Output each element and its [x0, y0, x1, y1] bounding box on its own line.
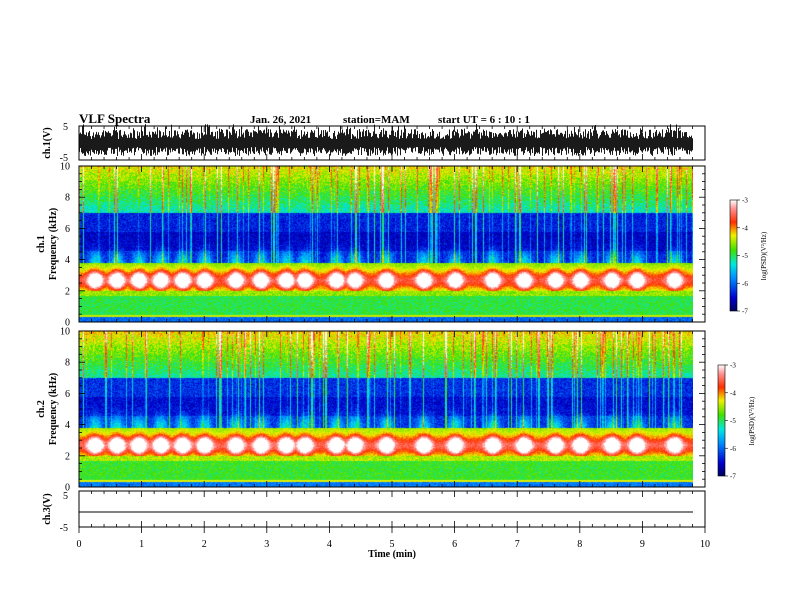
ch1-waveform-line: [79, 124, 693, 156]
colorbar-tick-label: -3: [730, 362, 736, 370]
frequency-tick-label: 6: [65, 389, 70, 400]
figure-title: VLF Spectra: [79, 111, 151, 126]
ch1-colorbar-ticks: -3 -4 -5 -6 -7: [737, 197, 748, 316]
ch2-colorbar: [717, 364, 726, 477]
ch1-waveform-ylabel: ch.1(V): [42, 127, 53, 158]
ch2-colorbar-label: log(PSD)(V²/Hz): [748, 396, 756, 445]
ch1-colorbar-label: log(PSD)(V²/Hz): [760, 231, 768, 280]
frequency-tick-label: 4: [65, 255, 70, 266]
ch1-spectrogram-ylabel: Frequency (kHz): [48, 208, 59, 280]
time-tick-label: 9: [640, 539, 645, 550]
frequency-tick-label: 2: [65, 451, 70, 462]
time-axis-ticks: [78, 126, 706, 533]
colorbar-tick-label: -7: [730, 473, 736, 481]
ch1-spectrogram-yticks: 0 2 4 6 8 10: [60, 162, 705, 329]
frequency-tick-label: 10: [60, 327, 70, 338]
time-axis-labels: 0 1 2 3 4 5 6 7 8 9 10: [77, 539, 711, 550]
ch2-spectrogram-yticks: 0 2 4 6 8 10: [60, 327, 705, 494]
frequency-tick-label: 8: [65, 358, 70, 369]
time-tick-label: 1: [139, 539, 144, 550]
time-tick-label: 3: [264, 539, 269, 550]
frequency-tick-label: 2: [65, 286, 70, 297]
ch3-ytick-top: 5: [63, 491, 68, 502]
frequency-tick-label: 10: [60, 162, 70, 173]
ch1-spectrogram-image: [79, 166, 693, 322]
time-tick-label: 0: [77, 539, 82, 550]
colorbar-tick-label: -3: [742, 197, 748, 205]
frequency-tick-label: 4: [65, 420, 70, 431]
colorbar-tick-label: -5: [730, 417, 736, 425]
ch1-waveform-trace: [79, 124, 693, 156]
ch3-ytick-bottom: -5: [60, 523, 68, 534]
ch3-waveform-ylabel: ch.3(V): [42, 493, 53, 524]
colorbar-tick-label: -4: [742, 224, 748, 232]
frequency-tick-label: 6: [65, 224, 70, 235]
colorbar-tick-label: -6: [730, 445, 736, 453]
ch2-spectrogram-image: [79, 331, 693, 487]
time-tick-label: 5: [390, 539, 395, 550]
time-tick-label: 10: [700, 539, 710, 550]
time-tick-label: 2: [202, 539, 207, 550]
date-label: Jan. 26, 2021: [250, 114, 311, 126]
ch1-spectrogram-ylabel-channel: ch.1: [36, 235, 47, 253]
time-tick-label: 8: [577, 539, 582, 550]
time-tick-label: 6: [452, 539, 457, 550]
station-label: station=MAM: [343, 114, 410, 126]
time-tick-label: 7: [515, 539, 520, 550]
time-tick-label: 4: [327, 539, 332, 550]
ch1-ytick-bottom: -5: [60, 153, 68, 164]
colorbar-tick-label: -4: [730, 389, 736, 397]
frequency-tick-label: 8: [65, 193, 70, 204]
ch1-ytick-top: 5: [63, 122, 68, 133]
colorbar-tick-label: -5: [742, 252, 748, 260]
ch1-colorbar: [729, 199, 738, 312]
ch2-colorbar-ticks: -3 -4 -5 -6 -7: [725, 362, 736, 481]
colorbar-tick-label: -7: [742, 308, 748, 316]
ch2-spectrogram-ylabel: Frequency (kHz): [48, 373, 59, 445]
time-axis-title: Time (min): [368, 549, 416, 560]
frequency-tick-label: 0: [65, 483, 70, 494]
colorbar-tick-label: -6: [742, 280, 748, 288]
start-time-label: start UT = 6 : 10 : 1: [438, 114, 530, 126]
ch2-spectrogram-ylabel-channel: ch.2: [36, 400, 47, 418]
frequency-tick-label: 0: [65, 318, 70, 329]
